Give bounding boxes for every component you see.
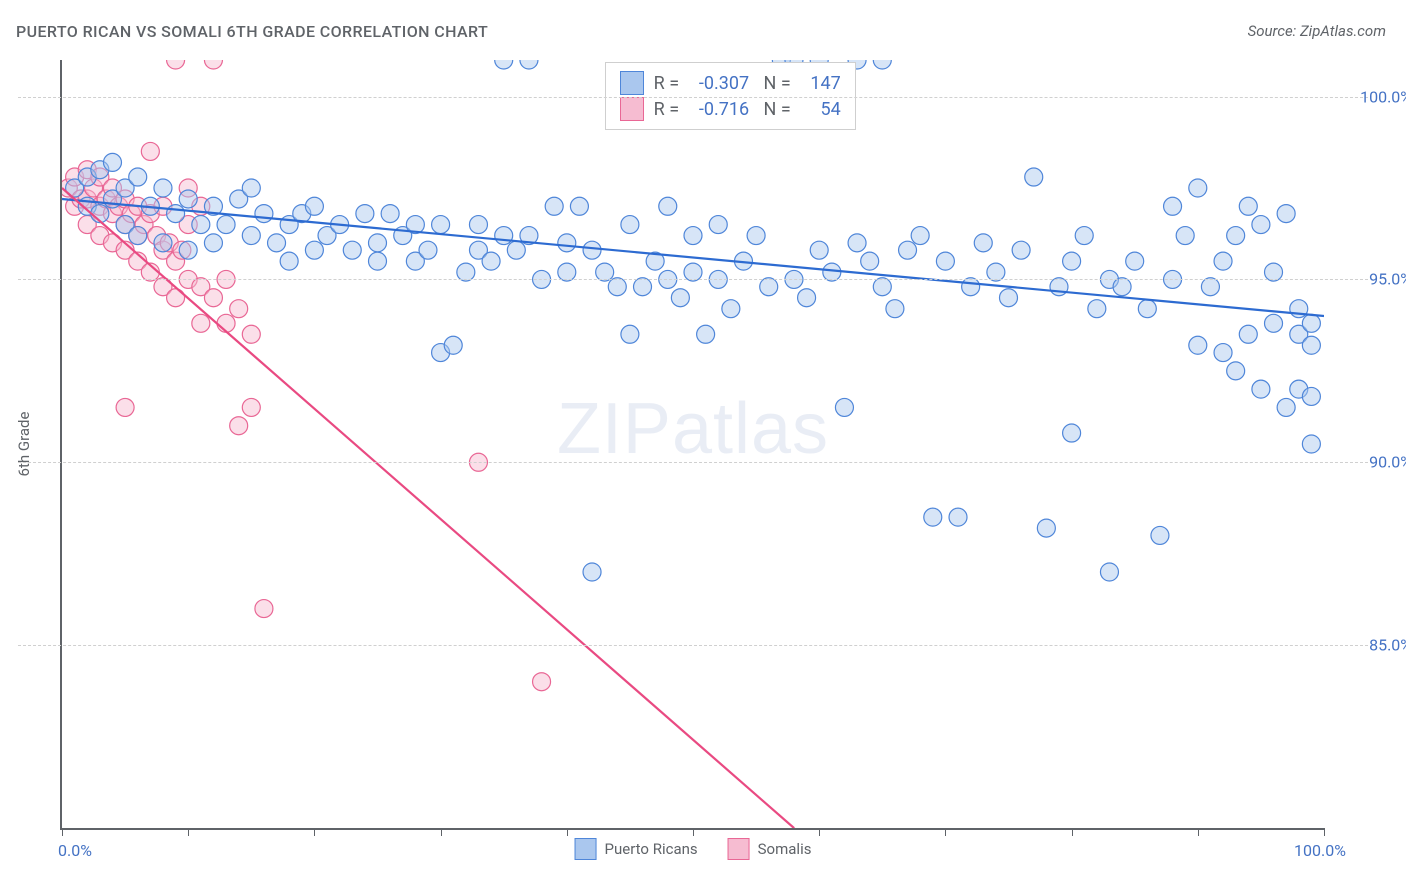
x-tick-label: 100.0% bbox=[1294, 841, 1346, 860]
stats-row-pr: R = -0.307 N = 147 bbox=[620, 71, 841, 95]
y-tick-label: 90.0% bbox=[1369, 453, 1406, 472]
x-tick bbox=[693, 828, 694, 836]
source-attribution: Source: ZipAtlas.com bbox=[1248, 22, 1386, 40]
x-tick bbox=[62, 828, 63, 836]
x-tick bbox=[819, 828, 820, 836]
x-tick bbox=[1198, 828, 1199, 836]
x-tick bbox=[441, 828, 442, 836]
legend-label: Somalis bbox=[758, 840, 812, 858]
x-tick-label: 0.0% bbox=[58, 841, 92, 860]
x-tick bbox=[1324, 828, 1325, 836]
y-tick-label: 100.0% bbox=[1360, 87, 1406, 106]
swatch-pr bbox=[620, 71, 644, 95]
chart-title: PUERTO RICAN VS SOMALI 6TH GRADE CORRELA… bbox=[16, 22, 488, 41]
n-value-pr: 147 bbox=[801, 73, 841, 94]
legend-label: Puerto Ricans bbox=[605, 840, 698, 858]
x-tick bbox=[945, 828, 946, 836]
x-tick bbox=[188, 828, 189, 836]
x-tick bbox=[1072, 828, 1073, 836]
y-tick-label: 85.0% bbox=[1369, 636, 1406, 655]
y-tick-label: 95.0% bbox=[1369, 270, 1406, 289]
legend-item: Puerto Ricans bbox=[575, 838, 698, 860]
scatter-svg bbox=[62, 60, 1324, 828]
plot-area: 6th Grade ZIPatlas R = -0.307 N = 147 R … bbox=[60, 60, 1324, 830]
r-value-so: -0.716 bbox=[689, 99, 749, 120]
y-gridline bbox=[18, 462, 1368, 463]
legend-bottom: Puerto Ricans Somalis bbox=[575, 838, 812, 860]
legend-item: Somalis bbox=[728, 838, 812, 860]
r-value-pr: -0.307 bbox=[689, 73, 749, 94]
y-gridline bbox=[18, 645, 1368, 646]
y-gridline bbox=[18, 97, 1368, 98]
y-axis-label: 6th Grade bbox=[15, 412, 33, 477]
x-tick bbox=[567, 828, 568, 836]
stats-row-so: R = -0.716 N = 54 bbox=[620, 97, 841, 121]
legend-swatch bbox=[728, 838, 750, 860]
legend-swatch bbox=[575, 838, 597, 860]
n-value-so: 54 bbox=[801, 99, 841, 120]
x-tick bbox=[314, 828, 315, 836]
y-gridline bbox=[18, 279, 1368, 280]
chart-container: PUERTO RICAN VS SOMALI 6TH GRADE CORRELA… bbox=[0, 0, 1406, 892]
swatch-so bbox=[620, 97, 644, 121]
